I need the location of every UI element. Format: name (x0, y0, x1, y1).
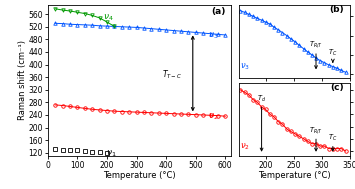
Text: (c): (c) (331, 83, 344, 92)
Text: $T_{R/T}$: $T_{R/T}$ (309, 125, 323, 136)
X-axis label: Temperature (°C): Temperature (°C) (258, 171, 331, 180)
Text: $T_C$: $T_C$ (328, 47, 338, 58)
Text: $T_{R/T}$: $T_{R/T}$ (309, 40, 323, 50)
Text: $\nu_3$: $\nu_3$ (208, 31, 218, 41)
Text: $\nu_4$: $\nu_4$ (103, 13, 113, 23)
Text: $\nu_1$: $\nu_1$ (105, 148, 116, 159)
Text: $T_{T-C}$: $T_{T-C}$ (162, 68, 182, 81)
Text: $T_C$: $T_C$ (328, 133, 338, 143)
Y-axis label: Raman shift (cm⁻¹): Raman shift (cm⁻¹) (18, 40, 27, 120)
Text: $\nu_3$: $\nu_3$ (240, 62, 250, 72)
Text: $\nu_2$: $\nu_2$ (240, 142, 250, 152)
Text: (b): (b) (329, 5, 344, 15)
Text: $T_d$: $T_d$ (257, 94, 266, 104)
Text: (a): (a) (211, 7, 225, 16)
X-axis label: Temperature (°C): Temperature (°C) (103, 171, 176, 180)
Text: $\nu_2$: $\nu_2$ (208, 112, 218, 122)
